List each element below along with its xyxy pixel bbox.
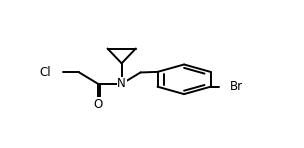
- Text: Cl: Cl: [39, 66, 51, 79]
- Text: N: N: [117, 77, 126, 90]
- Text: Br: Br: [230, 80, 243, 93]
- Text: O: O: [93, 98, 103, 111]
